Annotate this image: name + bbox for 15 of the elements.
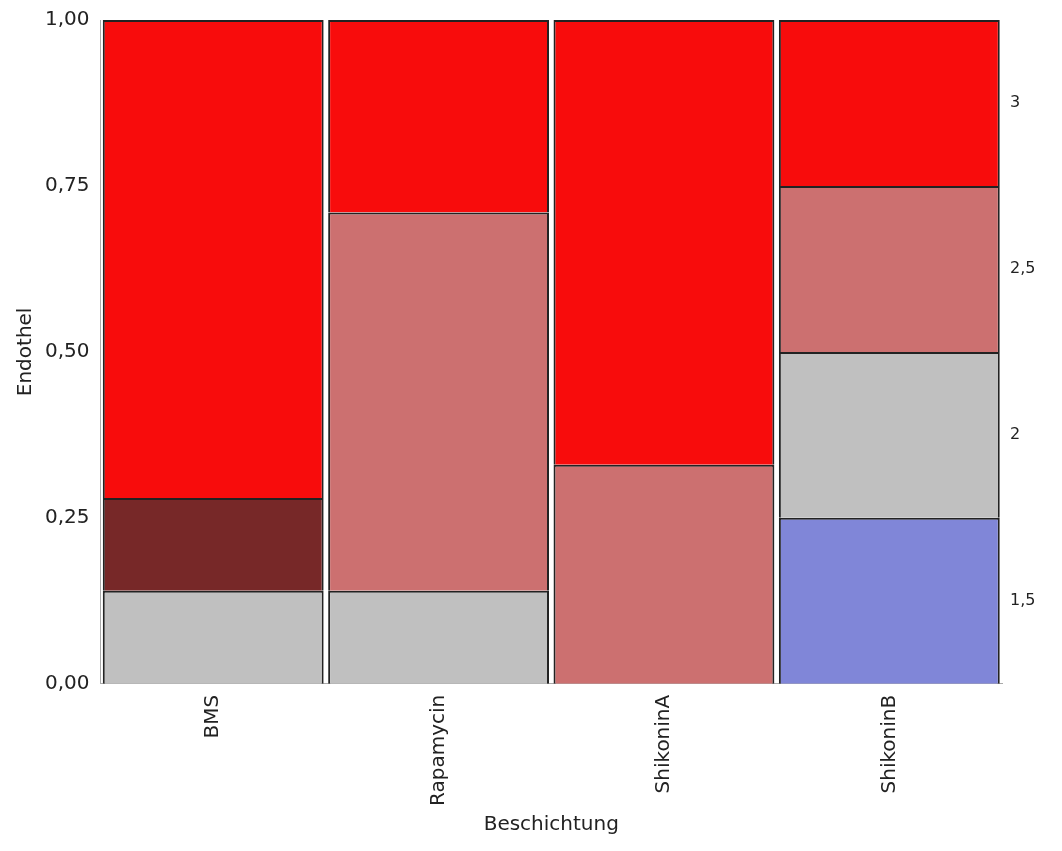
series-label: 3 — [1010, 92, 1021, 112]
y-tick-label: 0,50 — [45, 338, 90, 363]
series-label: 2,5 — [1010, 258, 1036, 278]
y-tick-label: 0,00 — [45, 669, 90, 694]
y-axis-title: Endothel — [12, 307, 37, 397]
x-axis-title: Beschichtung — [483, 811, 619, 836]
y-tick-label: 0,25 — [45, 504, 90, 529]
y-tick-label: 0,75 — [45, 172, 90, 197]
series-label: 1,5 — [1010, 589, 1036, 609]
x-tick-label: BMS — [199, 694, 224, 739]
x-tick-label: ShikoninA — [650, 694, 675, 794]
x-tick-label: ShikoninB — [875, 694, 900, 794]
x-tick-label: Rapamycin — [424, 694, 449, 807]
y-tick-label: 1,00 — [45, 6, 90, 31]
series-label: 2 — [1010, 424, 1021, 444]
